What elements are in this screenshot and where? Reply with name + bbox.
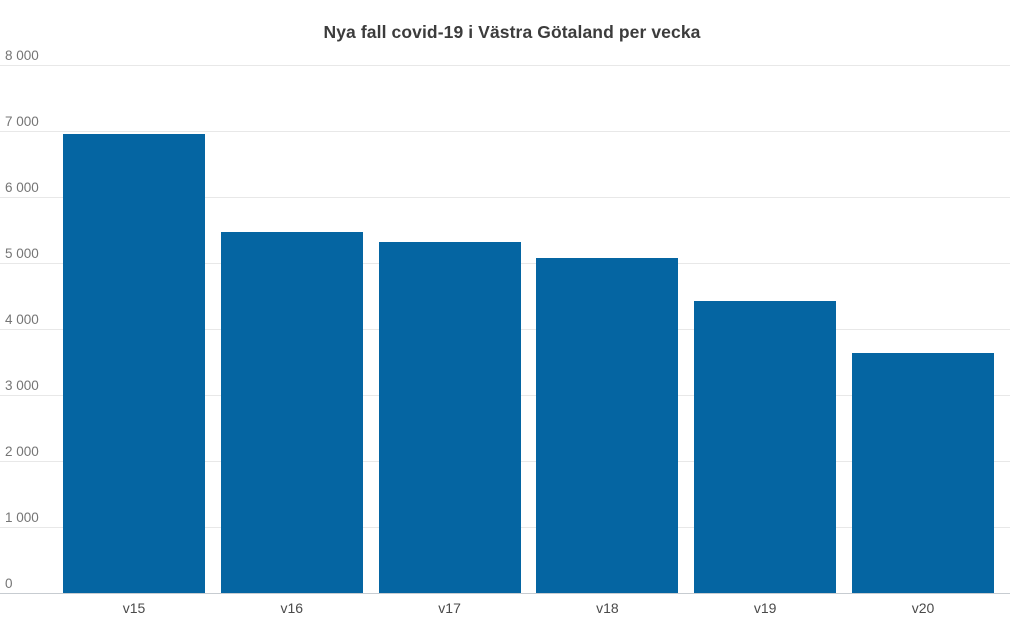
baseline-gridline	[0, 593, 1010, 594]
y-tick-label: 6 000	[5, 180, 39, 195]
bar-v17[interactable]	[378, 241, 521, 593]
gridline	[0, 131, 1010, 132]
y-tick-label: 4 000	[5, 312, 39, 327]
y-tick-label: 1 000	[5, 510, 39, 525]
y-tick-label: 5 000	[5, 246, 39, 261]
x-tick-label: v17	[438, 600, 461, 616]
y-tick-label: 0	[5, 576, 13, 591]
gridline	[0, 65, 1010, 66]
bar-v15[interactable]	[63, 134, 205, 593]
y-tick-label: 2 000	[5, 444, 39, 459]
gridline	[0, 197, 1010, 198]
x-tick-label: v20	[911, 600, 935, 616]
x-tick-label: v18	[596, 600, 619, 616]
y-tick-label: 3 000	[5, 378, 39, 393]
y-tick-label: 8 000	[5, 48, 39, 63]
bar-v16[interactable]	[220, 231, 363, 593]
bar-v20[interactable]	[852, 352, 994, 593]
x-tick-label: v19	[753, 600, 777, 616]
bar-v19[interactable]	[694, 301, 837, 593]
x-tick-label: v15	[122, 600, 146, 616]
y-tick-label: 7 000	[5, 114, 39, 129]
x-tick-label: v16	[280, 600, 304, 616]
bar-v18[interactable]	[536, 257, 679, 593]
chart-title: Nya fall covid-19 i Västra Götaland per …	[323, 22, 701, 42]
